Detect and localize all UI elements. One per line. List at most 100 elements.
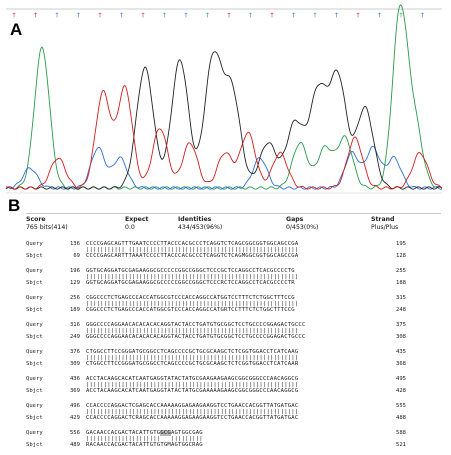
query-start: 436: [69, 376, 80, 382]
query-sequence: CTGGCCTTCCGGGATGCGGCCTCAGCCCCGCTGCGCAAGC…: [86, 349, 299, 355]
query-label: Query: [26, 430, 43, 436]
sbjct-sequence: ACCTACAAGCACATCAATGAGGTATACTATGCGAAAAAGA…: [86, 388, 299, 395]
base-marker: †: [421, 12, 424, 19]
query-sequence: GGTGCAGGATGCGAGAAGGCGCCCCCGGCCGGGCTCCCGC…: [86, 268, 295, 274]
stat-identities: Identities 434/453(96%): [178, 216, 222, 231]
query-end: 435: [396, 349, 407, 355]
match-line: ||||||||||||||||||||||||||||||||||||||||…: [86, 409, 299, 416]
expect-value: 0.0: [125, 223, 135, 231]
gaps-label: Gaps: [286, 216, 304, 223]
base-marker: †: [271, 12, 274, 19]
match-line: ||||||||||||||||||||||||||||||||||||||||…: [86, 274, 299, 281]
query-sequence: GACAACCACGACTACATTGTGGCGAGTGGCGAG: [86, 430, 203, 436]
match-line: ||||||||||| ||||||||||||||||||||||||||||…: [86, 247, 299, 254]
match-line: ||||||||||||||||||||||||||||||||||||||||…: [86, 382, 299, 389]
sbjct-start: 249: [69, 334, 80, 341]
trace-t-red: [5, 85, 443, 190]
sbjct-label: Sbjct: [26, 415, 43, 422]
query-label: Query: [26, 268, 43, 274]
base-marker: †: [56, 12, 59, 19]
base-marker: †: [314, 12, 317, 19]
sbjct-sequence: CGGCCCTCTGAGCCCACCATGGCGTCCCACCAGGCCATGR…: [86, 307, 295, 314]
sbjct-sequence: GGGCCCCAGGAACACACACACAGGTACTACCTGATGTGCG…: [86, 334, 306, 341]
sbjct-start: 189: [69, 307, 80, 314]
sbjct-sequence: RACAACCACGACTACATTGTGTGMAGTGGCRAG: [86, 442, 203, 449]
sbjct-start: 369: [69, 388, 80, 395]
stat-strand: Strand Plus/Plus: [371, 216, 398, 231]
query-end: 375: [396, 322, 407, 328]
base-marker: †: [228, 12, 231, 19]
base-marker: †: [142, 12, 145, 19]
panel-a-label: A: [10, 20, 23, 39]
mismatch-highlight: GCG: [160, 430, 171, 436]
query-start: 376: [69, 349, 80, 355]
match-line: ||||||||||||||||||||||||||||||||||||||||…: [86, 355, 299, 362]
base-marker: †: [292, 12, 295, 19]
query-end: 588: [396, 430, 407, 436]
sbjct-sequence: CCACCCCAGGACTCRAGCACCAAAAAGGAGAAGAAGGTCC…: [86, 415, 299, 422]
base-marker: †: [206, 12, 209, 19]
sbjct-start: 309: [69, 361, 80, 368]
stat-gaps: Gaps 0/453(0%): [286, 216, 318, 231]
sbjct-end: 248: [396, 307, 407, 314]
base-marker: †: [249, 12, 252, 19]
base-marker: †: [335, 12, 338, 19]
match-line: ||||||||||||||||||||| |||||||||: [86, 436, 203, 443]
sbjct-end: 128: [396, 253, 407, 260]
sbjct-label: Sbjct: [26, 307, 43, 314]
sbjct-end: 308: [396, 334, 407, 341]
base-marker: †: [120, 12, 123, 19]
score-value: 765 bits(414): [26, 223, 68, 231]
query-start: 256: [69, 295, 80, 301]
query-end: 495: [396, 376, 407, 382]
sbjct-label: Sbjct: [26, 253, 43, 260]
trace-g-black: [5, 51, 443, 190]
query-label: Query: [26, 376, 43, 382]
base-marker: †: [34, 12, 37, 19]
expect-label: Expect: [125, 216, 149, 223]
base-marker: †: [13, 12, 16, 19]
sbjct-label: Sbjct: [26, 442, 43, 449]
sbjct-end: 188: [396, 280, 407, 287]
identities-label: Identities: [178, 216, 212, 223]
sbjct-end: 368: [396, 361, 407, 368]
trace-c-blue: [5, 145, 443, 190]
query-sequence: CCCCGAGCAGTTTGAATCCCCTTACCCACGCCCTCAGGTC…: [86, 241, 299, 247]
query-label: Query: [26, 403, 43, 409]
sbjct-start: 69: [73, 253, 80, 260]
blast-stats-header: Score 765 bits(414) Expect 0.0 Identitie…: [26, 213, 441, 231]
stat-score: Score 765 bits(414): [26, 216, 68, 231]
base-marker: †: [163, 12, 166, 19]
gaps-value: 0/453(0%): [286, 223, 319, 231]
sbjct-sequence: CCCCGAGCARTTTAAATCCCCTTACCCACGCCCTCAGGTC…: [86, 253, 299, 260]
base-marker: †: [400, 12, 403, 19]
sbjct-label: Sbjct: [26, 280, 43, 287]
score-label: Score: [26, 216, 46, 223]
strand-value: Plus/Plus: [371, 223, 399, 231]
base-marker: †: [357, 12, 360, 19]
sbjct-start: 129: [69, 280, 80, 287]
strand-label: Strand: [371, 216, 395, 223]
query-sequence: CCACCCCAGGACTCGAGCACCAAAAAGGAGAAGAAGGTCC…: [86, 403, 299, 409]
panel-b-label: B: [8, 196, 21, 215]
query-start: 556: [69, 430, 80, 436]
sbjct-start: 489: [69, 442, 80, 449]
sbjct-start: 429: [69, 415, 80, 422]
query-start: 316: [69, 322, 80, 328]
sbjct-sequence: GGTGCAGGATGCGAGAAGGCGCCCCCGGCCGGGCTCCCRC…: [86, 280, 295, 287]
match-line: ||||||||||||||||||||||||||||||||||||||||…: [86, 301, 299, 308]
query-end: 315: [396, 295, 407, 301]
stat-expect: Expect 0.0: [125, 216, 148, 231]
sequencing-chromatogram: † † † † † † † † † † † † † † † † † † † †: [5, 4, 443, 194]
sbjct-label: Sbjct: [26, 388, 43, 395]
base-marker: †: [77, 12, 80, 19]
query-end: 255: [396, 268, 407, 274]
sbjct-label: Sbjct: [26, 361, 43, 368]
base-marker: †: [99, 12, 102, 19]
query-label: Query: [26, 241, 43, 247]
sbjct-end: 521: [396, 442, 407, 449]
match-line: ||||||||||||||||||||||||||||||||||||||||…: [86, 328, 299, 335]
query-end: 555: [396, 403, 407, 409]
query-end: 195: [396, 241, 407, 247]
query-start: 496: [69, 403, 80, 409]
